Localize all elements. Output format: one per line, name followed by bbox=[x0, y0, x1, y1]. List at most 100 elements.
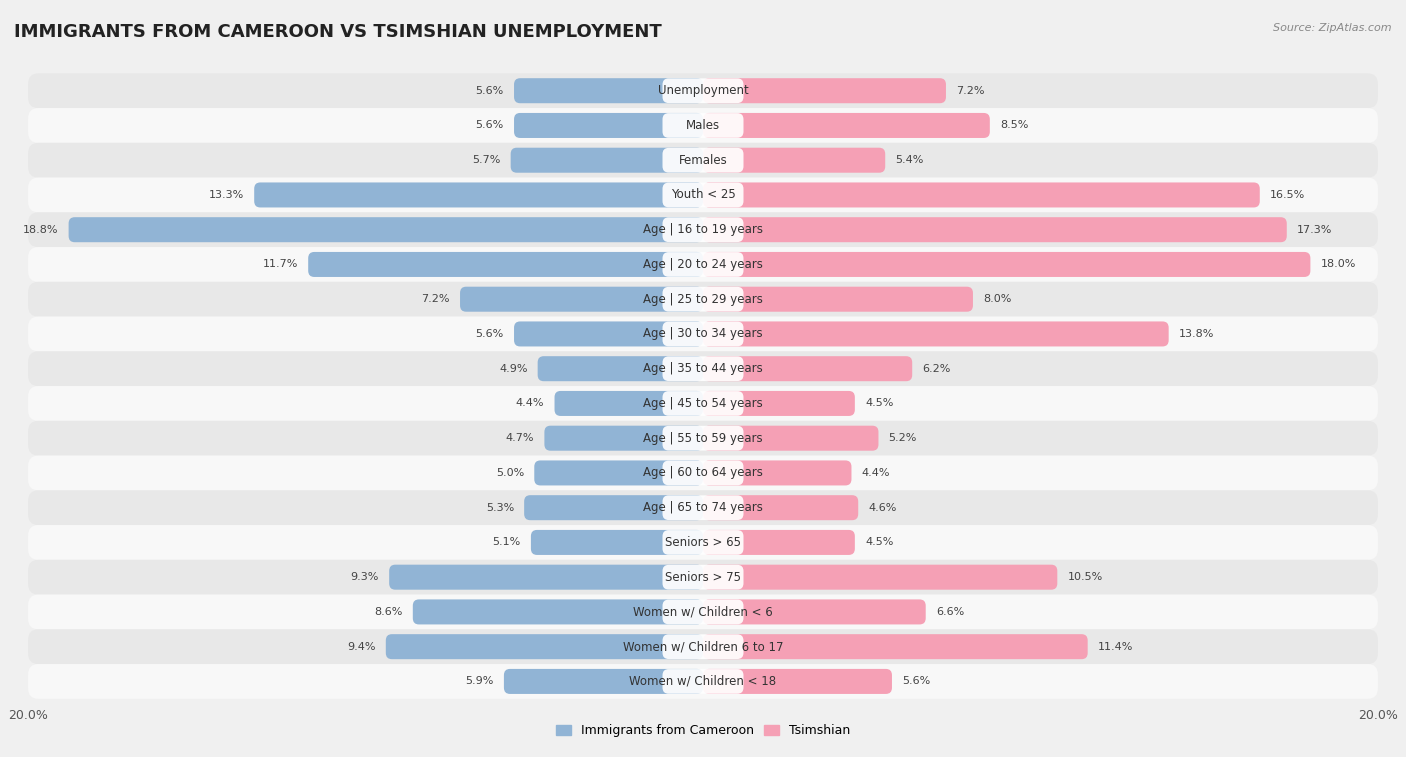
Text: Age | 25 to 29 years: Age | 25 to 29 years bbox=[643, 293, 763, 306]
FancyBboxPatch shape bbox=[28, 247, 1378, 282]
FancyBboxPatch shape bbox=[703, 78, 946, 103]
Text: 4.5%: 4.5% bbox=[865, 537, 893, 547]
Text: Age | 65 to 74 years: Age | 65 to 74 years bbox=[643, 501, 763, 514]
Text: 5.3%: 5.3% bbox=[486, 503, 515, 512]
FancyBboxPatch shape bbox=[662, 79, 744, 103]
Text: 5.9%: 5.9% bbox=[465, 677, 494, 687]
FancyBboxPatch shape bbox=[28, 351, 1378, 386]
Text: Women w/ Children < 6: Women w/ Children < 6 bbox=[633, 606, 773, 618]
Text: Seniors > 75: Seniors > 75 bbox=[665, 571, 741, 584]
FancyBboxPatch shape bbox=[413, 600, 703, 625]
FancyBboxPatch shape bbox=[662, 391, 744, 416]
Text: Age | 30 to 34 years: Age | 30 to 34 years bbox=[643, 328, 763, 341]
FancyBboxPatch shape bbox=[703, 113, 990, 138]
FancyBboxPatch shape bbox=[662, 530, 744, 555]
Text: 5.2%: 5.2% bbox=[889, 433, 917, 443]
FancyBboxPatch shape bbox=[662, 565, 744, 590]
FancyBboxPatch shape bbox=[28, 282, 1378, 316]
Text: 4.7%: 4.7% bbox=[506, 433, 534, 443]
FancyBboxPatch shape bbox=[703, 217, 1286, 242]
Text: Source: ZipAtlas.com: Source: ZipAtlas.com bbox=[1274, 23, 1392, 33]
FancyBboxPatch shape bbox=[703, 495, 858, 520]
FancyBboxPatch shape bbox=[28, 108, 1378, 143]
FancyBboxPatch shape bbox=[662, 426, 744, 450]
FancyBboxPatch shape bbox=[524, 495, 703, 520]
Text: 4.5%: 4.5% bbox=[865, 398, 893, 409]
Text: Males: Males bbox=[686, 119, 720, 132]
FancyBboxPatch shape bbox=[662, 148, 744, 173]
FancyBboxPatch shape bbox=[308, 252, 703, 277]
Legend: Immigrants from Cameroon, Tsimshian: Immigrants from Cameroon, Tsimshian bbox=[551, 719, 855, 743]
Text: 18.8%: 18.8% bbox=[22, 225, 59, 235]
FancyBboxPatch shape bbox=[28, 178, 1378, 212]
Text: 7.2%: 7.2% bbox=[422, 294, 450, 304]
Text: Age | 20 to 24 years: Age | 20 to 24 years bbox=[643, 258, 763, 271]
Text: Females: Females bbox=[679, 154, 727, 167]
Text: 8.5%: 8.5% bbox=[1000, 120, 1028, 130]
FancyBboxPatch shape bbox=[28, 525, 1378, 560]
FancyBboxPatch shape bbox=[28, 664, 1378, 699]
Text: 5.6%: 5.6% bbox=[903, 677, 931, 687]
Text: 7.2%: 7.2% bbox=[956, 86, 984, 95]
Text: 11.4%: 11.4% bbox=[1098, 642, 1133, 652]
FancyBboxPatch shape bbox=[662, 357, 744, 381]
FancyBboxPatch shape bbox=[662, 287, 744, 312]
FancyBboxPatch shape bbox=[28, 629, 1378, 664]
FancyBboxPatch shape bbox=[515, 322, 703, 347]
FancyBboxPatch shape bbox=[703, 252, 1310, 277]
FancyBboxPatch shape bbox=[28, 143, 1378, 178]
FancyBboxPatch shape bbox=[28, 386, 1378, 421]
FancyBboxPatch shape bbox=[662, 634, 744, 659]
Text: 10.5%: 10.5% bbox=[1067, 572, 1102, 582]
FancyBboxPatch shape bbox=[662, 217, 744, 242]
Text: 5.6%: 5.6% bbox=[475, 86, 503, 95]
Text: 5.6%: 5.6% bbox=[475, 120, 503, 130]
FancyBboxPatch shape bbox=[28, 491, 1378, 525]
Text: Seniors > 65: Seniors > 65 bbox=[665, 536, 741, 549]
FancyBboxPatch shape bbox=[28, 594, 1378, 629]
Text: 13.3%: 13.3% bbox=[209, 190, 245, 200]
Text: 9.4%: 9.4% bbox=[347, 642, 375, 652]
Text: 16.5%: 16.5% bbox=[1270, 190, 1305, 200]
FancyBboxPatch shape bbox=[28, 421, 1378, 456]
Text: 5.7%: 5.7% bbox=[472, 155, 501, 165]
FancyBboxPatch shape bbox=[662, 669, 744, 693]
FancyBboxPatch shape bbox=[703, 391, 855, 416]
FancyBboxPatch shape bbox=[703, 182, 1260, 207]
FancyBboxPatch shape bbox=[662, 182, 744, 207]
FancyBboxPatch shape bbox=[510, 148, 703, 173]
FancyBboxPatch shape bbox=[28, 456, 1378, 491]
FancyBboxPatch shape bbox=[515, 78, 703, 103]
Text: 5.4%: 5.4% bbox=[896, 155, 924, 165]
FancyBboxPatch shape bbox=[503, 669, 703, 694]
FancyBboxPatch shape bbox=[531, 530, 703, 555]
FancyBboxPatch shape bbox=[703, 530, 855, 555]
Text: 18.0%: 18.0% bbox=[1320, 260, 1355, 269]
Text: Unemployment: Unemployment bbox=[658, 84, 748, 97]
FancyBboxPatch shape bbox=[69, 217, 703, 242]
Text: Age | 35 to 44 years: Age | 35 to 44 years bbox=[643, 362, 763, 375]
Text: Women w/ Children 6 to 17: Women w/ Children 6 to 17 bbox=[623, 640, 783, 653]
FancyBboxPatch shape bbox=[554, 391, 703, 416]
FancyBboxPatch shape bbox=[703, 322, 1168, 347]
Text: IMMIGRANTS FROM CAMEROON VS TSIMSHIAN UNEMPLOYMENT: IMMIGRANTS FROM CAMEROON VS TSIMSHIAN UN… bbox=[14, 23, 662, 41]
Text: 4.4%: 4.4% bbox=[516, 398, 544, 409]
Text: 6.6%: 6.6% bbox=[936, 607, 965, 617]
Text: 5.0%: 5.0% bbox=[496, 468, 524, 478]
Text: 13.8%: 13.8% bbox=[1178, 329, 1215, 339]
FancyBboxPatch shape bbox=[544, 425, 703, 450]
FancyBboxPatch shape bbox=[662, 252, 744, 277]
FancyBboxPatch shape bbox=[385, 634, 703, 659]
Text: Age | 16 to 19 years: Age | 16 to 19 years bbox=[643, 223, 763, 236]
Text: 5.6%: 5.6% bbox=[475, 329, 503, 339]
FancyBboxPatch shape bbox=[703, 634, 1088, 659]
Text: 11.7%: 11.7% bbox=[263, 260, 298, 269]
Text: Youth < 25: Youth < 25 bbox=[671, 188, 735, 201]
FancyBboxPatch shape bbox=[703, 600, 925, 625]
FancyBboxPatch shape bbox=[703, 460, 852, 485]
FancyBboxPatch shape bbox=[703, 425, 879, 450]
FancyBboxPatch shape bbox=[703, 148, 886, 173]
Text: Age | 55 to 59 years: Age | 55 to 59 years bbox=[643, 431, 763, 444]
Text: Age | 60 to 64 years: Age | 60 to 64 years bbox=[643, 466, 763, 479]
FancyBboxPatch shape bbox=[254, 182, 703, 207]
